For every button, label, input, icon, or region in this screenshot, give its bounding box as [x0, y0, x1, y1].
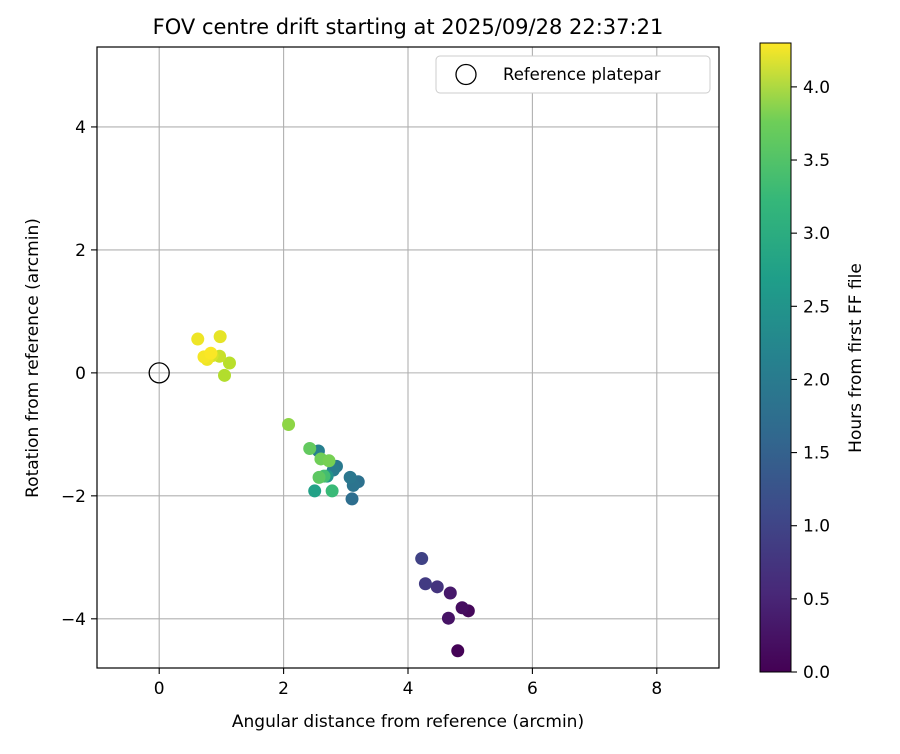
- colorbar-tick-label: 2.5: [803, 297, 830, 317]
- legend-marker-open-circle: [455, 63, 477, 86]
- data-point: [455, 601, 469, 615]
- colorbar-tick-label: 1.0: [803, 517, 830, 537]
- colorbar-tick-label: 3.5: [803, 151, 830, 171]
- data-point: [303, 441, 317, 455]
- y-tick-label: 2: [75, 241, 86, 261]
- chart-title: FOV centre drift starting at 2025/09/28 …: [153, 15, 664, 39]
- colorbar-tick-label: 0.5: [803, 590, 830, 610]
- legend-label: Reference platepar: [503, 65, 661, 84]
- grid-lines: [97, 47, 719, 668]
- data-point: [415, 552, 429, 566]
- data-point: [204, 346, 218, 360]
- x-tick-label: 0: [154, 679, 165, 699]
- data-point: [345, 492, 359, 506]
- data-point: [441, 611, 455, 625]
- colorbar-tick-label: 3.0: [803, 224, 830, 244]
- data-point: [430, 580, 444, 594]
- legend: Reference platepar: [435, 55, 711, 94]
- data-point: [222, 356, 236, 370]
- data-point: [343, 470, 357, 484]
- data-point: [325, 484, 339, 498]
- data-point: [218, 368, 232, 382]
- y-axis-ticks: −4 −2 0 2 4: [61, 118, 97, 630]
- data-point: [418, 577, 432, 591]
- x-tick-label: 4: [403, 679, 414, 699]
- y-tick-label: 0: [75, 364, 86, 384]
- y-tick-label: −2: [61, 487, 86, 507]
- data-point: [308, 484, 322, 498]
- x-tick-label: 2: [278, 679, 289, 699]
- y-tick-label: 4: [75, 118, 86, 138]
- colorbar-label: Hours from first FF file: [846, 263, 866, 453]
- y-axis-label: Rotation from reference (arcmin): [23, 218, 43, 498]
- y-tick-label: −4: [61, 610, 86, 630]
- data-points: [191, 330, 475, 658]
- data-point: [312, 470, 326, 484]
- colorbar-tick-label: 4.0: [803, 78, 830, 98]
- colorbar-tick-label: 2.0: [803, 370, 830, 390]
- legend-box: [435, 55, 711, 94]
- x-axis-label: Angular distance from reference (arcmin): [232, 712, 584, 732]
- data-point: [322, 454, 336, 468]
- colorbar-tick-label: 1.5: [803, 444, 830, 464]
- x-tick-label: 8: [651, 679, 662, 699]
- colorbar-ticks: 0.0 0.5 1.0 1.5 2.0 2.5 3.0 3.5 4.0: [791, 78, 830, 683]
- data-point: [443, 586, 457, 600]
- reference-marker-layer: [148, 362, 170, 384]
- data-point: [191, 332, 205, 346]
- data-point: [282, 418, 296, 432]
- data-point: [213, 330, 227, 344]
- data-point: [451, 644, 465, 658]
- reference-platepar-marker: [148, 362, 170, 384]
- colorbar-tick-label: 0.0: [803, 663, 830, 683]
- colorbar: [759, 42, 792, 673]
- x-tick-label: 6: [527, 679, 538, 699]
- x-axis-ticks: 0 2 4 6 8: [154, 668, 662, 699]
